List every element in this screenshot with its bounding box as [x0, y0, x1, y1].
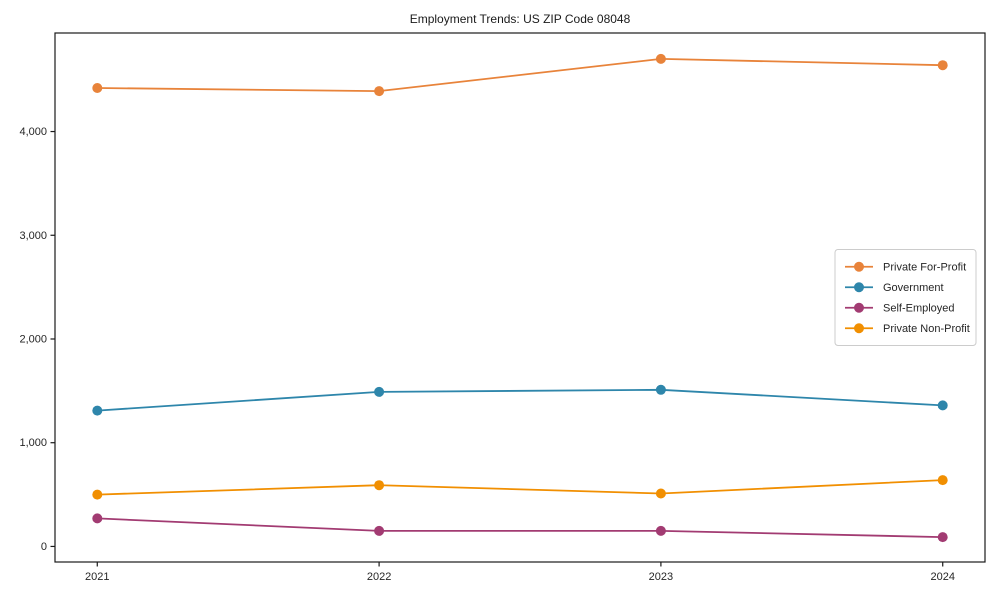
plot-area: 0 1,000 2,000 3,000 4,000 2021 2022 2023 2024 [19, 32, 986, 583]
x-tick-label: 2024 [930, 571, 954, 583]
y-tick-label: 1,000 [19, 437, 47, 449]
legend-dot-marker [854, 323, 864, 334]
legend-label: Private Non-Profit [883, 323, 970, 335]
legend-item-private-for-profit: Private For-Profit [845, 261, 966, 273]
data-point-government [374, 386, 385, 397]
legend-label: Government [883, 282, 944, 294]
series-line-private-non-profit [96, 479, 944, 496]
x-tick-label: 2021 [85, 571, 109, 583]
data-point-government [655, 384, 666, 395]
data-point-private-for-profit [374, 86, 385, 97]
data-point-private-for-profit [937, 60, 948, 71]
legend-dot-marker [854, 261, 864, 272]
legend-label: Self-Employed [883, 302, 955, 314]
plot-border [54, 32, 986, 563]
chart-title: Employment Trends: US ZIP Code 08048 [410, 12, 631, 26]
legend-item-private-non-profit: Private Non-Profit [845, 323, 970, 335]
y-tick-label: 3,000 [19, 230, 47, 242]
series-line-government [96, 388, 944, 412]
y-tick-label: 4,000 [19, 126, 47, 138]
x-tick-label: 2023 [649, 571, 673, 583]
data-point-self-employed [937, 532, 948, 543]
data-point-self-employed [374, 525, 385, 536]
series-line-private-for-profit [96, 58, 944, 92]
series-line-self-employed [96, 517, 944, 538]
legend: Private For-Profit Government Self-Employe… [834, 249, 977, 346]
data-point-self-employed [655, 525, 666, 536]
data-point-private-for-profit [92, 83, 103, 93]
legend-box [834, 249, 977, 346]
data-point-private-non-profit [937, 475, 948, 486]
data-point-private-non-profit [92, 489, 103, 500]
data-point-government [937, 400, 948, 411]
legend-label: Private For-Profit [883, 261, 966, 273]
data-point-private-non-profit [655, 488, 666, 499]
x-tick-label: 2022 [367, 571, 391, 583]
legend-dot-marker [854, 282, 864, 293]
legend-item-government: Government [845, 282, 944, 294]
y-tick-label: 2,000 [19, 333, 47, 345]
legend-item-self-employed: Self-Employed [845, 302, 955, 314]
legend-dot-marker [854, 302, 864, 313]
data-point-private-for-profit [655, 53, 666, 64]
data-point-government [92, 405, 103, 416]
data-point-private-non-profit [374, 480, 385, 491]
y-tick-label: 0 [41, 541, 47, 553]
data-point-self-employed [92, 513, 103, 524]
